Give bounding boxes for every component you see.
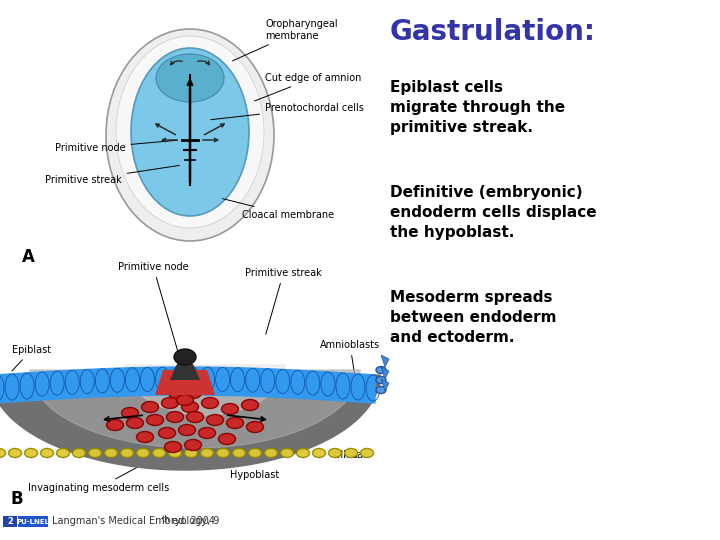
Ellipse shape — [158, 428, 176, 438]
Ellipse shape — [222, 403, 238, 415]
Text: Primitive streak: Primitive streak — [245, 268, 322, 334]
Text: Amnioblasts: Amnioblasts — [320, 340, 380, 374]
Ellipse shape — [106, 29, 274, 241]
Ellipse shape — [168, 449, 181, 457]
Ellipse shape — [146, 415, 163, 426]
Ellipse shape — [161, 397, 179, 408]
Ellipse shape — [153, 449, 166, 457]
Text: Prenotochordal cells: Prenotochordal cells — [211, 103, 364, 120]
Ellipse shape — [297, 449, 310, 457]
Ellipse shape — [137, 431, 153, 442]
Ellipse shape — [227, 417, 243, 429]
Text: Primitive node: Primitive node — [118, 262, 189, 356]
Ellipse shape — [104, 449, 117, 457]
Polygon shape — [170, 364, 200, 380]
Ellipse shape — [174, 349, 196, 365]
Text: th: th — [162, 516, 171, 524]
Ellipse shape — [241, 400, 258, 410]
Text: Hypoblast: Hypoblast — [230, 456, 279, 480]
Text: ed. 2004.: ed. 2004. — [169, 516, 218, 526]
Ellipse shape — [233, 449, 246, 457]
FancyBboxPatch shape — [18, 516, 48, 527]
Text: Epiblast: Epiblast — [12, 345, 51, 371]
Ellipse shape — [137, 449, 150, 457]
Ellipse shape — [107, 420, 124, 430]
Ellipse shape — [120, 449, 133, 457]
Text: A: A — [22, 248, 35, 266]
Polygon shape — [125, 365, 285, 415]
Polygon shape — [381, 355, 389, 367]
Ellipse shape — [202, 397, 218, 408]
Ellipse shape — [142, 402, 158, 413]
Text: Invaginating mesoderm cells: Invaginating mesoderm cells — [28, 448, 173, 493]
Ellipse shape — [168, 388, 186, 399]
Ellipse shape — [116, 36, 264, 228]
Polygon shape — [381, 379, 389, 391]
Text: Definitive (embryonic)
endoderm cells displace
the hypoblast.: Definitive (embryonic) endoderm cells di… — [390, 185, 597, 240]
Ellipse shape — [264, 449, 277, 457]
Ellipse shape — [164, 442, 181, 453]
Ellipse shape — [24, 449, 37, 457]
Text: Gastrulation:: Gastrulation: — [390, 18, 596, 46]
Polygon shape — [155, 370, 215, 395]
Text: Epiblast cells
migrate through the
primitive streak.: Epiblast cells migrate through the primi… — [390, 80, 565, 134]
Ellipse shape — [9, 449, 22, 457]
Text: Primitive node: Primitive node — [55, 140, 177, 153]
Ellipse shape — [40, 449, 53, 457]
Text: PU-LNEL: PU-LNEL — [17, 518, 50, 524]
Ellipse shape — [344, 449, 358, 457]
Ellipse shape — [184, 388, 202, 399]
Ellipse shape — [186, 411, 204, 422]
Ellipse shape — [73, 449, 86, 457]
Text: Primitive streak: Primitive streak — [45, 165, 179, 185]
Ellipse shape — [56, 449, 70, 457]
Ellipse shape — [156, 54, 224, 102]
FancyBboxPatch shape — [3, 516, 17, 527]
Ellipse shape — [127, 417, 143, 429]
Text: Yolk sac: Yolk sac — [330, 450, 369, 460]
Ellipse shape — [89, 449, 102, 457]
Ellipse shape — [184, 440, 202, 450]
Ellipse shape — [376, 367, 386, 374]
Text: 2: 2 — [7, 517, 13, 526]
Ellipse shape — [131, 48, 249, 216]
Ellipse shape — [200, 449, 214, 457]
Ellipse shape — [184, 449, 197, 457]
Text: B: B — [10, 490, 22, 508]
Ellipse shape — [217, 449, 230, 457]
Polygon shape — [0, 375, 380, 470]
Polygon shape — [0, 367, 375, 403]
Text: Oropharyngeal
membrane: Oropharyngeal membrane — [233, 19, 338, 61]
Ellipse shape — [376, 387, 386, 394]
Ellipse shape — [246, 422, 264, 433]
Ellipse shape — [328, 449, 341, 457]
Ellipse shape — [176, 395, 194, 406]
Ellipse shape — [0, 449, 6, 457]
Ellipse shape — [248, 449, 261, 457]
Ellipse shape — [122, 408, 138, 418]
Text: Cut edge of amnion: Cut edge of amnion — [255, 73, 361, 101]
Polygon shape — [381, 367, 389, 379]
Ellipse shape — [199, 428, 215, 438]
Text: Mesoderm spreads
between endoderm
and ectoderm.: Mesoderm spreads between endoderm and ec… — [390, 290, 557, 345]
Ellipse shape — [281, 449, 294, 457]
Text: Langman's Medical Embryology, 9: Langman's Medical Embryology, 9 — [52, 516, 220, 526]
Ellipse shape — [166, 411, 184, 422]
Ellipse shape — [207, 415, 223, 426]
Ellipse shape — [312, 449, 325, 457]
Ellipse shape — [179, 424, 196, 435]
Ellipse shape — [181, 402, 199, 413]
Polygon shape — [30, 370, 360, 448]
Ellipse shape — [218, 434, 235, 444]
Text: Cloacal membrane: Cloacal membrane — [222, 199, 334, 220]
Ellipse shape — [361, 449, 374, 457]
Ellipse shape — [376, 376, 386, 383]
